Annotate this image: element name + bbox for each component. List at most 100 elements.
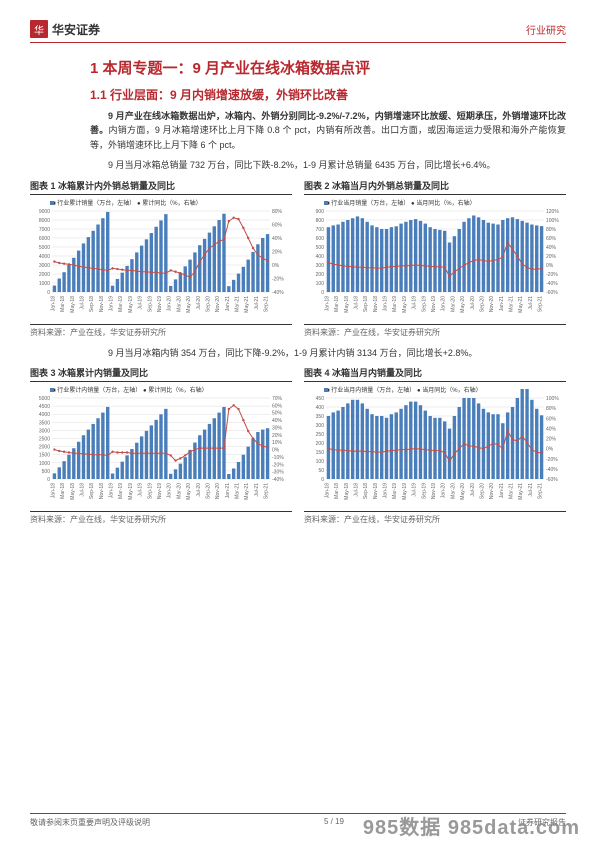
svg-text:Jul-21: Jul-21	[528, 483, 534, 497]
svg-text:■ 行业当月销量（万台，左轴） ● 当月同比（%，右轴）: ■ 行业当月销量（万台，左轴） ● 当月同比（%，右轴）	[326, 199, 476, 207]
svg-text:Nov-19: Nov-19	[431, 295, 437, 311]
chart-1-cell: 图表 1 冰箱累计内外销总销量及同比 ■ 行业累计销量（万台，左轴） ● 累计同…	[30, 179, 292, 338]
svg-text:800: 800	[316, 218, 325, 224]
svg-text:9000: 9000	[39, 209, 50, 215]
chart-row-1: 图表 1 冰箱累计内外销总销量及同比 ■ 行业累计销量（万台，左轴） ● 累计同…	[30, 179, 566, 338]
svg-text:2500: 2500	[39, 436, 50, 442]
svg-text:-40%: -40%	[546, 281, 558, 287]
svg-text:4000: 4000	[39, 412, 50, 418]
svg-text:Nov-18: Nov-18	[99, 295, 105, 311]
svg-text:Jul-18: Jul-18	[353, 483, 359, 497]
svg-text:Sep-18: Sep-18	[363, 295, 369, 311]
svg-text:Jul-21: Jul-21	[528, 295, 534, 309]
svg-text:-60%: -60%	[546, 290, 558, 296]
svg-text:Jan-21: Jan-21	[499, 295, 505, 311]
svg-text:40%: 40%	[546, 245, 557, 251]
svg-text:Jul-19: Jul-19	[138, 483, 144, 497]
svg-text:2000: 2000	[39, 445, 50, 451]
svg-text:May-18: May-18	[344, 483, 350, 500]
section-title-h2: 1.1 行业层面：9 月内销增速放缓，外销环比改善	[90, 86, 566, 103]
svg-text:Jan-18: Jan-18	[324, 295, 330, 311]
svg-text:3000: 3000	[39, 263, 50, 269]
svg-text:May-18: May-18	[70, 483, 76, 500]
svg-text:0%: 0%	[546, 447, 554, 453]
svg-text:10%: 10%	[272, 440, 283, 446]
svg-text:Sep-20: Sep-20	[479, 295, 485, 311]
svg-text:-20%: -20%	[272, 276, 284, 282]
svg-text:300: 300	[316, 423, 325, 429]
paragraph-1: 9 月产业在线冰箱数据出炉，冰箱内、外销分别同比-9.2%/-7.2%，内销增速…	[90, 109, 566, 152]
svg-text:4500: 4500	[39, 404, 50, 410]
svg-text:Jan-19: Jan-19	[109, 483, 115, 499]
chart-4-cell: 图表 4 冰箱当月内销量及同比 ■ 行业当月内销量（万台，左轴） ● 当月同比（…	[304, 366, 566, 525]
svg-text:Mar-18: Mar-18	[60, 295, 66, 311]
svg-text:Sep-18: Sep-18	[89, 483, 95, 499]
svg-text:-20%: -20%	[272, 462, 284, 468]
chart-3-title: 图表 3 冰箱累计内销量及同比	[30, 366, 292, 382]
svg-text:May-20: May-20	[460, 483, 466, 500]
svg-text:Sep-20: Sep-20	[479, 483, 485, 499]
svg-text:450: 450	[316, 396, 325, 402]
svg-text:20%: 20%	[272, 433, 283, 439]
svg-text:8000: 8000	[39, 218, 50, 224]
svg-text:Jan-19: Jan-19	[383, 295, 389, 311]
svg-text:May-19: May-19	[402, 295, 408, 312]
svg-text:Mar-19: Mar-19	[392, 483, 398, 499]
svg-text:May-21: May-21	[518, 483, 524, 500]
svg-text:Sep-19: Sep-19	[147, 483, 153, 499]
chart-1-title: 图表 1 冰箱累计内外销总销量及同比	[30, 179, 292, 195]
svg-text:Mar-18: Mar-18	[60, 483, 66, 499]
svg-text:20%: 20%	[546, 436, 557, 442]
chart-3: ■ 行业累计内销量（万台，左轴） ● 累计同比（%，右轴）05001000150…	[30, 384, 292, 509]
svg-text:■ 行业当月内销量（万台，左轴） ● 当月同比（%，右轴: ■ 行业当月内销量（万台，左轴） ● 当月同比（%，右轴）	[326, 386, 482, 394]
paragraph-2: 9 月当月冰箱总销量 732 万台，同比下跌-8.2%，1-9 月累计总销量 6…	[90, 158, 566, 172]
logo-icon: 华	[30, 20, 48, 38]
svg-text:400: 400	[316, 254, 325, 260]
svg-text:May-20: May-20	[186, 295, 192, 312]
svg-text:60%: 60%	[546, 236, 557, 242]
svg-text:80%: 80%	[546, 227, 557, 233]
svg-text:30%: 30%	[272, 425, 283, 431]
svg-text:350: 350	[316, 414, 325, 420]
svg-text:-40%: -40%	[272, 477, 284, 483]
svg-text:900: 900	[316, 209, 325, 215]
svg-text:Jul-20: Jul-20	[196, 483, 202, 497]
svg-text:Sep-19: Sep-19	[147, 295, 153, 311]
svg-text:2000: 2000	[39, 272, 50, 278]
svg-text:Mar-20: Mar-20	[176, 295, 182, 311]
svg-text:Mar-20: Mar-20	[450, 483, 456, 499]
section-title-h1: 1 本周专题一：9 月产业在线冰箱数据点评	[90, 57, 566, 78]
svg-text:Sep-21: Sep-21	[264, 295, 270, 311]
svg-text:0: 0	[321, 477, 324, 483]
svg-text:70%: 70%	[272, 396, 283, 402]
chart-3-cell: 图表 3 冰箱累计内销量及同比 ■ 行业累计内销量（万台，左轴） ● 累计同比（…	[30, 366, 292, 525]
svg-text:200: 200	[316, 272, 325, 278]
chart-1: ■ 行业累计销量（万台，左轴） ● 累计同比（%，右轴）010002000300…	[30, 197, 292, 322]
footer-center: 5 / 19	[324, 817, 344, 828]
chart-3-source: 资料来源：产业在线，华安证券研究所	[30, 511, 292, 525]
svg-text:May-20: May-20	[460, 295, 466, 312]
svg-text:-20%: -20%	[546, 272, 558, 278]
svg-text:Nov-19: Nov-19	[431, 483, 437, 499]
svg-text:May-19: May-19	[128, 483, 134, 500]
svg-text:May-18: May-18	[344, 295, 350, 312]
svg-text:Sep-21: Sep-21	[264, 483, 270, 499]
svg-text:Nov-18: Nov-18	[99, 483, 105, 499]
svg-text:80%: 80%	[272, 209, 283, 215]
page-header: 华 华安证券 行业研究	[30, 20, 566, 43]
svg-text:20%: 20%	[272, 249, 283, 255]
svg-text:Jan-20: Jan-20	[441, 295, 447, 311]
svg-text:Mar-19: Mar-19	[392, 295, 398, 311]
watermark: 985数据 985data.com	[363, 811, 580, 840]
chart-1-source: 资料来源：产业在线，华安证券研究所	[30, 324, 292, 338]
svg-text:3500: 3500	[39, 420, 50, 426]
svg-text:0: 0	[47, 290, 50, 296]
svg-text:1000: 1000	[39, 461, 50, 467]
svg-text:60%: 60%	[272, 222, 283, 228]
svg-text:Jan-21: Jan-21	[225, 295, 231, 311]
svg-text:May-19: May-19	[402, 483, 408, 500]
svg-text:4000: 4000	[39, 254, 50, 260]
svg-text:Nov-18: Nov-18	[373, 295, 379, 311]
svg-text:Nov-18: Nov-18	[373, 483, 379, 499]
svg-text:Jan-21: Jan-21	[225, 483, 231, 499]
